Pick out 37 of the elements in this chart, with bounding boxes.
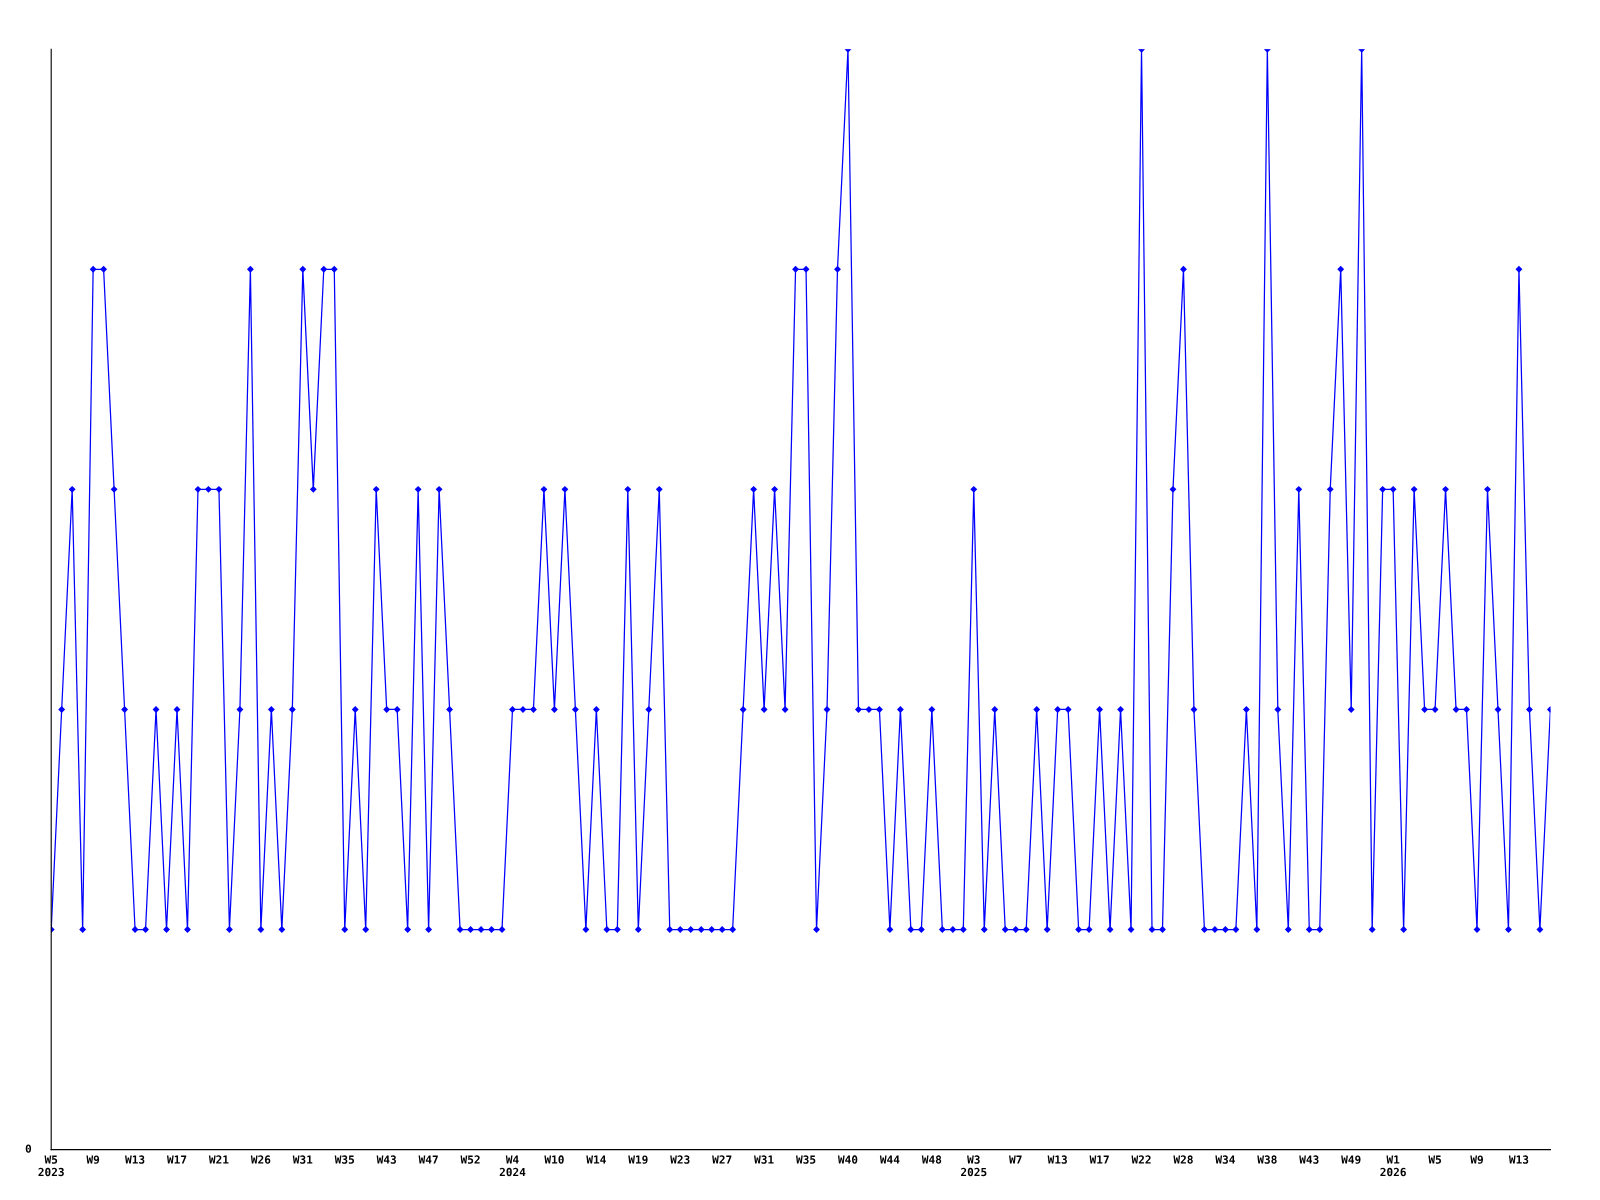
x-tick-label: W21 [208,1155,229,1164]
x-tick-label: W4 2024 [499,1155,526,1177]
x-tick-label: W28 [1173,1155,1193,1164]
x-tick-label: W47 [418,1155,438,1164]
x-tick-label: W14 [586,1155,606,1164]
x-tick-label: W35 [334,1155,355,1164]
x-tick-label: W5 [1428,1155,1442,1164]
x-tick-label: W7 [1009,1155,1022,1164]
x-tick-label: W19 [628,1155,648,1164]
x-tick-label: W5 2023 [38,1155,64,1177]
x-tick-label: W13 [1508,1155,1529,1164]
x-tick-label: W31 [754,1155,774,1164]
x-tick-label: W44 [879,1155,900,1164]
x-tick-label: W17 [166,1155,187,1164]
x-tick-label: W9 [86,1155,100,1164]
x-tick-label: W23 [670,1155,690,1164]
x-tick-label: W34 [1215,1155,1235,1164]
x-tick-label: W43 [376,1155,396,1164]
x-tick-label: W49 [1341,1155,1361,1164]
x-tick-label: W27 [712,1155,732,1164]
x-tick-label: W3 2025 [961,1155,987,1177]
x-tick-label: W17 [1089,1155,1109,1164]
x-tick-label: W1 2026 [1380,1155,1406,1177]
x-tick-label: W22 [1131,1155,1151,1164]
x-tick-label: W48 [921,1155,942,1164]
x-tick-label: W52 [460,1155,480,1164]
x-tick-label: W43 [1299,1155,1319,1164]
x-tick-label: W35 [796,1155,816,1164]
x-tick-label: W13 [125,1155,145,1164]
x-tick-label: W38 [1257,1155,1277,1164]
x-tick-label: W9 [1470,1155,1483,1164]
text: 0 [25,1144,32,1153]
x-tick-label: W26 [250,1155,271,1164]
x-tick-label: W40 [837,1155,858,1164]
x-tick-label: W13 [1047,1155,1067,1164]
x-tick-label: W10 [544,1155,564,1164]
x-tick-label: W31 [292,1155,313,1164]
